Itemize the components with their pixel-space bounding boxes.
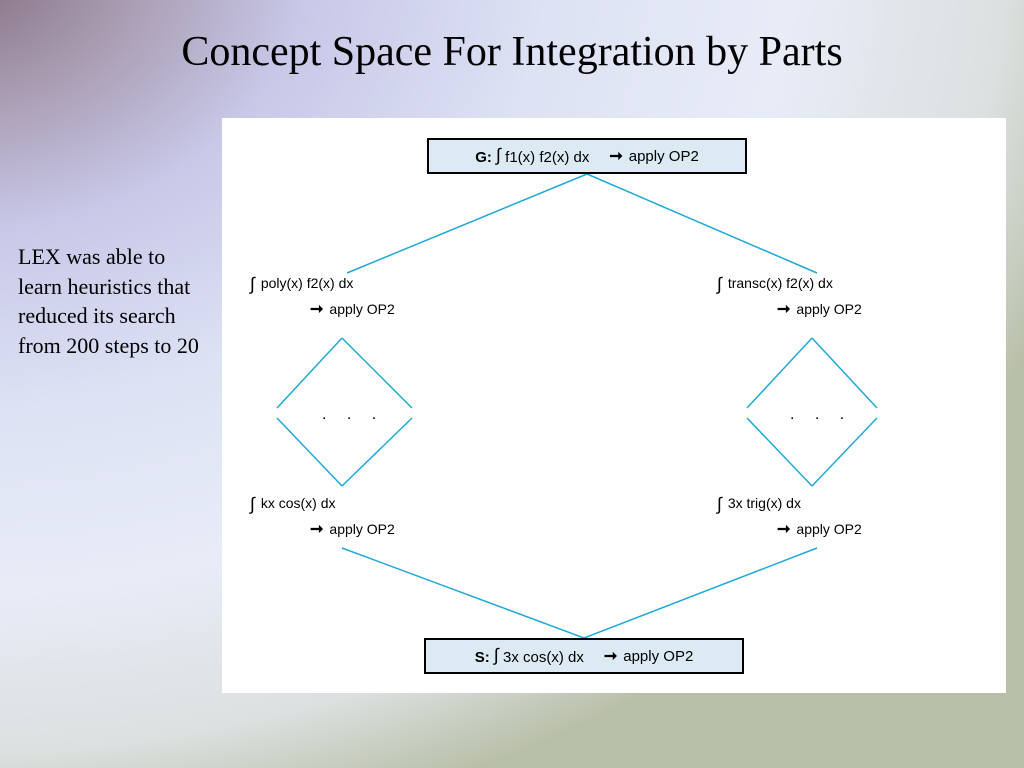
goal-action: apply OP2 <box>629 148 699 165</box>
slide-title: Concept Space For Integration by Parts <box>0 28 1024 76</box>
goal-box: G: ∫ f1(x) f2(x) dx ➞apply OP2 <box>427 138 747 174</box>
side-caption: LEX was able to learn heuristics that re… <box>18 242 203 361</box>
node-formula: kx cos(x) dx <box>257 495 336 511</box>
node-action: apply OP2 <box>329 521 394 537</box>
node-formula: poly(x) f2(x) dx <box>257 275 353 291</box>
node-action: apply OP2 <box>329 301 394 317</box>
node-left-upper: ∫ poly(x) f2(x) dx ➞apply OP2 <box>250 268 395 322</box>
node-action: apply OP2 <box>796 301 861 317</box>
node-action: apply OP2 <box>796 521 861 537</box>
goal-formula: f1(x) f2(x) dx <box>501 149 589 166</box>
node-formula: 3x trig(x) dx <box>724 495 801 511</box>
arrow-icon: ➞ <box>777 297 790 323</box>
solution-box: S: ∫ 3x cos(x) dx ➞apply OP2 <box>424 638 744 674</box>
ellipsis-right: . . . <box>790 406 852 424</box>
node-right-upper: ∫ transc(x) f2(x) dx ➞apply OP2 <box>717 268 862 322</box>
arrow-icon: ➞ <box>777 517 790 543</box>
node-right-lower: ∫ 3x trig(x) dx ➞apply OP2 <box>717 488 862 542</box>
diagram-panel: G: ∫ f1(x) f2(x) dx ➞apply OP2 S: ∫ 3x c… <box>222 118 1006 693</box>
arrow-icon: ➞ <box>310 517 323 543</box>
goal-label: G: <box>475 149 492 166</box>
solution-formula: 3x cos(x) dx <box>499 649 584 666</box>
arrow-icon: ➞ <box>604 646 617 666</box>
arrow-icon: ➞ <box>609 146 622 166</box>
solution-action: apply OP2 <box>623 648 693 665</box>
arrow-icon: ➞ <box>310 297 323 323</box>
ellipsis-left: . . . <box>322 406 384 424</box>
node-left-lower: ∫ kx cos(x) dx ➞apply OP2 <box>250 488 395 542</box>
solution-label: S: <box>475 649 490 666</box>
node-formula: transc(x) f2(x) dx <box>724 275 833 291</box>
